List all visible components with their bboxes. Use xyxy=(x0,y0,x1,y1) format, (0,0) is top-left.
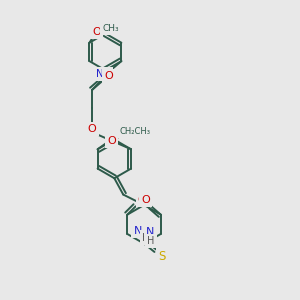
Text: NH: NH xyxy=(96,69,111,79)
Text: N: N xyxy=(146,227,154,238)
Text: O: O xyxy=(141,195,150,206)
Text: N: N xyxy=(134,226,142,236)
Text: O: O xyxy=(138,195,147,206)
Text: CH₂CH₃: CH₂CH₃ xyxy=(119,127,150,136)
Text: H: H xyxy=(147,236,154,246)
Text: O: O xyxy=(92,27,101,37)
Text: O: O xyxy=(104,71,113,81)
Text: O: O xyxy=(88,124,96,134)
Text: S: S xyxy=(158,250,166,263)
Text: O: O xyxy=(107,136,116,146)
Text: H: H xyxy=(142,232,149,242)
Text: CH₃: CH₃ xyxy=(103,24,119,33)
